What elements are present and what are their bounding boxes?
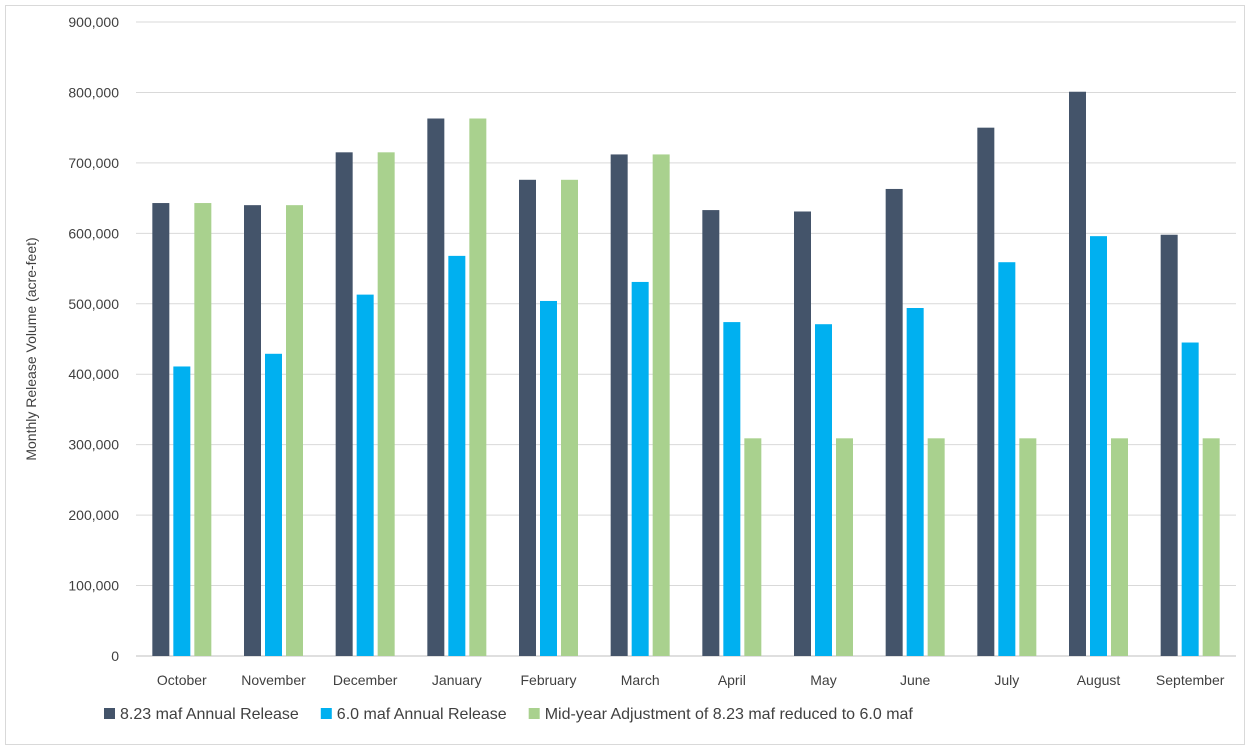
x-tick-label: September xyxy=(1156,672,1225,688)
bar xyxy=(194,203,212,656)
legend-item: 6.0 maf Annual Release xyxy=(320,706,507,723)
legend-item: 8.23 maf Annual Release xyxy=(104,706,299,723)
x-tick-label: March xyxy=(621,672,660,688)
y-tick-label: 900,000 xyxy=(68,14,119,30)
bar xyxy=(723,322,741,656)
y-axis-title: Monthly Release Volume (acre-feet) xyxy=(23,237,39,460)
bar xyxy=(244,205,261,656)
legend-label: 6.0 maf Annual Release xyxy=(337,706,507,723)
y-tick-label: 600,000 xyxy=(68,225,119,241)
y-tick-label: 100,000 xyxy=(68,578,119,594)
bar xyxy=(377,152,395,657)
bar xyxy=(744,438,762,656)
bar xyxy=(631,281,649,656)
y-tick-label: 300,000 xyxy=(68,437,119,453)
bar xyxy=(448,255,466,656)
bar xyxy=(427,118,445,656)
bar xyxy=(836,438,853,656)
legend-item: Mid-year Adjustment of 8.23 maf reduced … xyxy=(528,706,914,723)
bar-chart: 0 100,000 200,000 300,000 400,000 500,000 600,… xyxy=(23,14,1236,723)
bar xyxy=(469,118,487,656)
legend-swatch xyxy=(104,708,115,719)
bar xyxy=(652,154,670,657)
y-tick-label: 0 xyxy=(111,648,119,664)
x-tick-label: November xyxy=(241,672,306,688)
bar xyxy=(540,300,557,656)
bar xyxy=(702,210,720,656)
x-axis-tick-labels: October November December January February Ma… xyxy=(157,672,1225,688)
bar xyxy=(885,188,903,656)
bar xyxy=(286,205,303,656)
bar xyxy=(998,262,1016,656)
bar xyxy=(1069,91,1086,657)
bar xyxy=(173,366,191,656)
bar xyxy=(1090,236,1107,656)
bar xyxy=(927,438,945,656)
bar xyxy=(815,324,832,656)
legend-label: Mid-year Adjustment of 8.23 maf reduced … xyxy=(545,706,914,723)
x-tick-label: April xyxy=(718,672,746,688)
y-tick-label: 500,000 xyxy=(68,296,119,312)
legend-label: 8.23 maf Annual Release xyxy=(120,706,299,723)
x-tick-label: May xyxy=(810,672,836,688)
bar xyxy=(335,152,353,657)
y-tick-label: 200,000 xyxy=(68,507,119,523)
x-tick-label: December xyxy=(333,672,398,688)
x-tick-label: June xyxy=(900,672,931,688)
bar xyxy=(519,179,536,656)
x-tick-label: January xyxy=(432,672,482,688)
bar xyxy=(906,308,924,656)
gridlines xyxy=(136,21,1236,657)
bar xyxy=(356,294,374,656)
bar xyxy=(1111,438,1128,656)
y-tick-label: 400,000 xyxy=(68,366,119,382)
y-tick-label: 800,000 xyxy=(68,84,119,100)
x-tick-label: February xyxy=(520,672,576,688)
bar xyxy=(152,203,170,656)
x-tick-label: August xyxy=(1077,672,1121,688)
bar xyxy=(610,154,628,657)
bars xyxy=(152,91,1220,657)
legend: 8.23 maf Annual Release 6.0 maf Annual Re… xyxy=(104,706,913,723)
bar xyxy=(1202,438,1220,656)
bar xyxy=(1019,438,1037,656)
y-tick-label: 700,000 xyxy=(68,155,119,171)
y-axis-tick-labels: 0 100,000 200,000 300,000 400,000 500,000 600,… xyxy=(68,14,119,664)
bar xyxy=(265,353,282,656)
bar xyxy=(794,211,811,657)
x-tick-label: July xyxy=(994,672,1019,688)
bar xyxy=(1160,234,1178,656)
x-tick-label: October xyxy=(157,672,207,688)
chart-frame: 0 100,000 200,000 300,000 400,000 500,000 600,… xyxy=(5,5,1245,745)
bar xyxy=(977,127,995,656)
bar xyxy=(561,179,578,656)
bar xyxy=(1181,342,1199,656)
legend-swatch xyxy=(528,708,540,719)
legend-swatch xyxy=(320,708,332,719)
